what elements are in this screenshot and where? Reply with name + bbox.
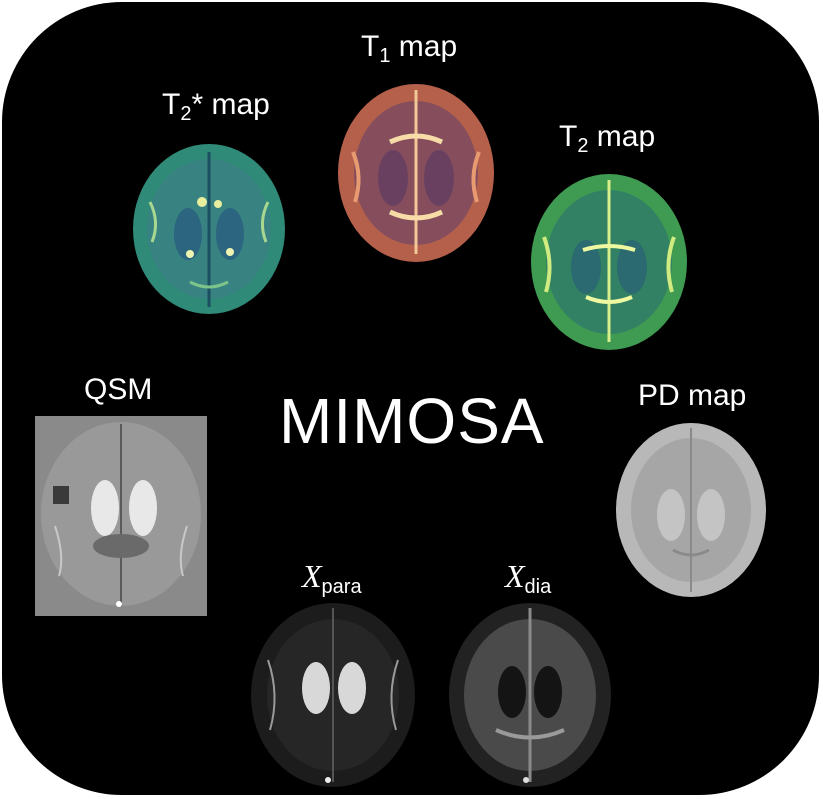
pd-brain-image	[616, 423, 766, 597]
pd-map-label: PD map	[638, 379, 747, 412]
qsm-label: QSM	[84, 373, 153, 406]
xpara-brain-image	[251, 603, 415, 787]
t2star-map-label: T2* map	[162, 88, 270, 125]
xdia-brain-image	[449, 603, 611, 787]
xdia-label: Xdia	[505, 558, 552, 598]
t2star-brain-image	[133, 144, 285, 314]
t1-map-label: T1 map	[361, 30, 458, 67]
t2-brain-image	[531, 174, 687, 350]
figure-title: MIMOSA	[279, 385, 545, 457]
qsm-brain-image	[35, 416, 207, 616]
xpara-label: Xpara	[302, 558, 362, 598]
t1-brain-image	[338, 84, 494, 262]
t2-map-label: T2 map	[559, 120, 656, 157]
